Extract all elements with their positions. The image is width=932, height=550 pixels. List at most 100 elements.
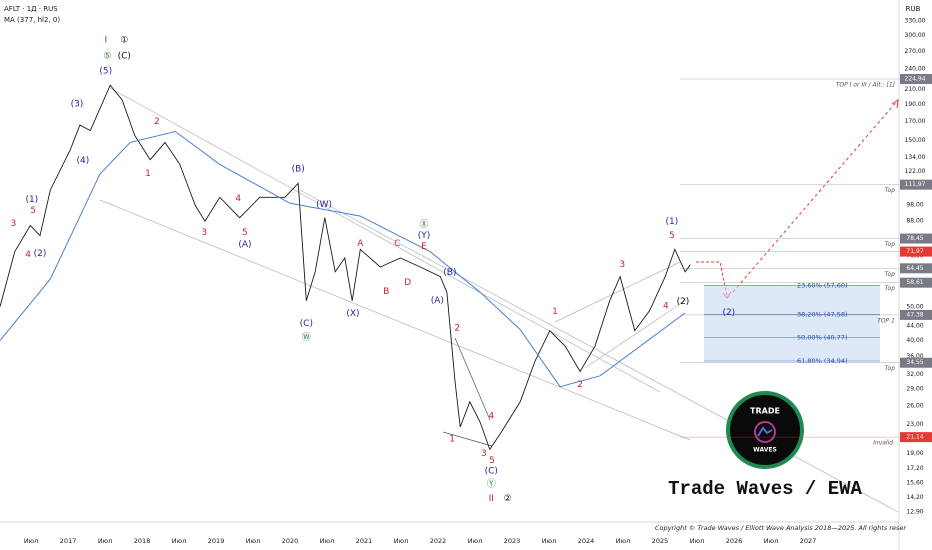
x-tick-label: 2020: [282, 537, 299, 545]
wave-label: 4: [488, 412, 494, 422]
level-note: Top: [885, 285, 896, 292]
wave-label: (C): [300, 319, 313, 329]
level-marker: [900, 233, 932, 244]
x-tick-label: 2022: [430, 537, 447, 545]
wave-label: (C): [485, 467, 498, 477]
y-tick-label: 15,60: [906, 480, 923, 487]
y-tick-label: 23,00: [906, 421, 923, 428]
y-tick-label: 170,00: [905, 118, 926, 125]
level-marker: [900, 277, 932, 288]
wave-label: II: [489, 494, 494, 504]
wave-label: (X): [346, 309, 359, 319]
level-marker: [900, 432, 932, 443]
logo-wave: [757, 426, 773, 437]
level-marker: [900, 357, 932, 368]
symbol-title: AFLT · 1Д · RUS: [4, 5, 58, 13]
level-note: Top: [885, 365, 896, 372]
level-marker: [900, 74, 932, 85]
y-tick-label: 17,20: [906, 465, 923, 472]
channel-line: [99, 199, 691, 441]
y-tick-label: 190,00: [905, 101, 926, 108]
x-tick-label: Июл: [616, 537, 631, 545]
wave-label: (1): [665, 217, 678, 227]
level-label: 71,97: [906, 248, 923, 255]
wave-label: A: [357, 239, 364, 249]
y-tick-label: 32,00: [906, 371, 923, 378]
x-tick-label: 2018: [134, 537, 151, 545]
y-tick-label: 40,00: [906, 337, 923, 344]
wave-label: 5: [30, 206, 36, 216]
wave-label: 3: [10, 219, 16, 229]
level-label: 111,97: [905, 181, 926, 188]
x-tick-label: 2026: [726, 537, 743, 545]
level-note: Top: [885, 271, 896, 278]
wave-label: (2): [677, 297, 690, 307]
level-note: TOP 1: [877, 317, 895, 324]
level-label: 21,14: [906, 434, 923, 441]
currency: RUB: [906, 5, 921, 13]
fib-zone: [704, 285, 880, 362]
x-tick-label: Июл: [24, 537, 39, 545]
projection-path: [696, 261, 728, 297]
logo-top: TRADE: [750, 407, 780, 416]
y-tick-label: 240,00: [905, 66, 926, 73]
projection-arrow: [891, 98, 899, 109]
y-tick-label: 14,20: [906, 494, 923, 501]
channel-line: [299, 189, 899, 513]
level-label: 64,45: [906, 265, 923, 272]
wave-label: C: [394, 239, 400, 249]
x-tick-label: 2023: [504, 537, 521, 545]
wave-label: 4: [25, 250, 31, 260]
wave-label: ①: [120, 36, 128, 46]
x-tick-label: Июл: [172, 537, 187, 545]
wave-label: (B): [443, 268, 456, 278]
wave-label: (Y): [418, 231, 431, 241]
wave-label: 2: [454, 323, 460, 333]
wave-label: 5: [669, 231, 675, 241]
channel-line: [554, 261, 681, 323]
x-tick-label: 2024: [578, 537, 595, 545]
wave-label: I: [104, 36, 107, 46]
fib-label: 23,60% (57,60): [797, 281, 848, 289]
y-tick-label: 26,00: [906, 402, 923, 409]
wave-label: 2: [154, 117, 160, 127]
wave-label: 1: [552, 307, 558, 317]
wave-label: 4: [235, 194, 241, 204]
level-marker: [900, 246, 932, 257]
logo-bottom: WAVES: [753, 447, 777, 454]
wave-label: Ⓧ: [419, 219, 428, 230]
y-tick-label: 210,00: [905, 86, 926, 93]
level-label: 224,94: [905, 76, 926, 83]
y-tick-label: 12,90: [906, 508, 923, 515]
x-tick-label: 2021: [356, 537, 373, 545]
level-note: Top: [885, 241, 896, 248]
wave-label: (B): [292, 165, 305, 175]
level-marker: [900, 309, 932, 320]
y-tick-label: 150,00: [905, 137, 926, 144]
wave-label: 1: [449, 434, 455, 444]
wave-label: 2: [577, 380, 583, 390]
projection-line: [732, 99, 899, 293]
wave-label: 1: [145, 169, 151, 179]
wave-label: E: [421, 242, 427, 252]
x-tick-label: Июл: [690, 537, 705, 545]
level-label: 47,38: [906, 311, 923, 318]
level-note: Invalid.: [873, 440, 895, 447]
fib-label: 50,00% (40,77): [797, 334, 848, 342]
wave-label: 4: [663, 301, 669, 311]
y-tick-label: 29,00: [906, 386, 923, 393]
y-tick-label: 88,00: [906, 218, 923, 225]
level-marker: [900, 263, 932, 274]
y-tick-label: 300,00: [905, 32, 926, 39]
wave-label: (3): [71, 100, 84, 110]
copyright: Copyright © Trade Waves / Elliott Wave A…: [655, 524, 907, 532]
wave-label: 3: [619, 260, 625, 270]
x-tick-label: Июл: [246, 537, 261, 545]
y-tick-label: 330,00: [905, 17, 926, 24]
x-tick-label: 2027: [800, 537, 817, 545]
x-tick-label: Июл: [542, 537, 557, 545]
drawings: [99, 87, 899, 513]
channel-line: [109, 87, 661, 393]
level-label: 78,45: [906, 235, 923, 242]
wave-label: (1): [25, 195, 38, 205]
